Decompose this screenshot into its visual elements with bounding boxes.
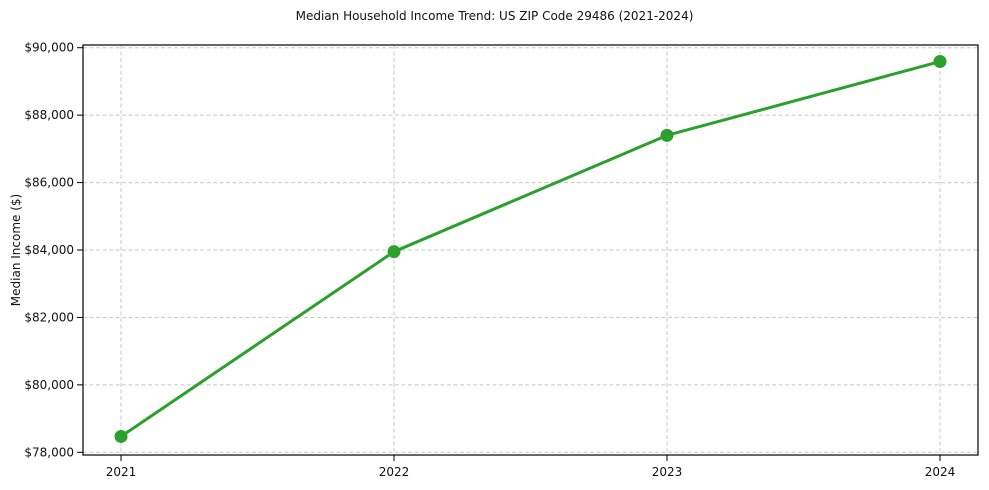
data-point-2024: [933, 55, 947, 69]
plot-border: [82, 44, 979, 456]
x-tick-label: 2022: [379, 465, 410, 479]
trend-line: [119, 60, 942, 438]
x-tick-label: 2024: [925, 465, 956, 479]
y-axis-label: Median Income ($): [9, 193, 23, 307]
y-tick-label: $88,000: [24, 108, 74, 122]
data-point-2023: [660, 128, 674, 142]
x-tick-label: 2021: [106, 465, 137, 479]
y-tick-label: $84,000: [24, 243, 74, 257]
y-tick-label: $90,000: [24, 41, 74, 55]
data-point-2021: [114, 429, 128, 443]
y-tick-label: $78,000: [24, 445, 74, 459]
data-point-2022: [387, 245, 401, 259]
y-tick-label: $86,000: [24, 176, 74, 190]
y-tick-label: $80,000: [24, 378, 74, 392]
chart-title: Median Household Income Trend: US ZIP Co…: [295, 9, 694, 23]
x-tick-label: 2023: [652, 465, 683, 479]
y-tick-label: $82,000: [24, 310, 74, 324]
